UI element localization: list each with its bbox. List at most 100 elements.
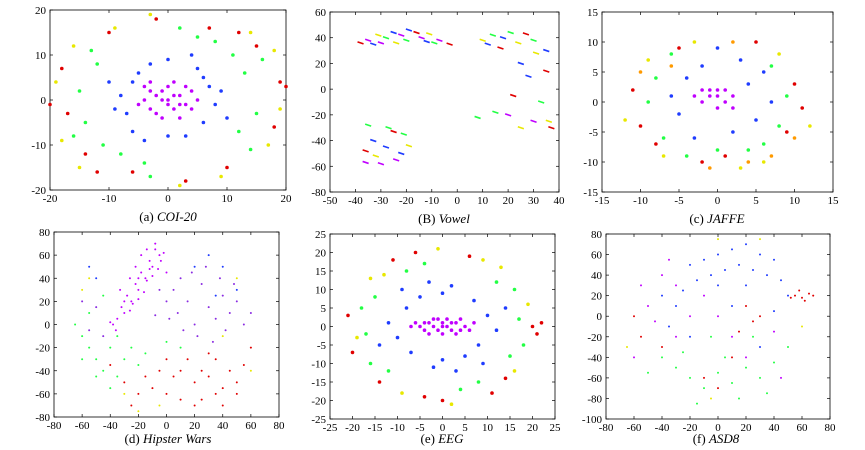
data-point bbox=[638, 70, 643, 74]
data-point bbox=[623, 118, 627, 122]
data-point bbox=[204, 265, 207, 268]
x-tick-label: -40 bbox=[348, 195, 363, 207]
data-point bbox=[530, 119, 537, 124]
data-point bbox=[449, 328, 454, 333]
x-tick-label: 0 bbox=[165, 193, 171, 205]
data-point bbox=[689, 376, 691, 379]
data-point bbox=[404, 306, 409, 310]
data-point bbox=[418, 35, 425, 40]
data-point bbox=[142, 138, 147, 143]
data-point bbox=[219, 89, 223, 93]
data-point bbox=[445, 317, 449, 321]
x-tick-label: -25 bbox=[323, 422, 338, 434]
data-point bbox=[235, 277, 238, 280]
data-point bbox=[142, 98, 147, 102]
data-point bbox=[801, 296, 803, 299]
data-point bbox=[708, 88, 712, 92]
x-tick-label: 10 bbox=[789, 195, 801, 207]
data-point bbox=[81, 300, 84, 303]
x-tick-label: 60 bbox=[797, 422, 809, 434]
data-point bbox=[413, 30, 420, 35]
data-point bbox=[425, 32, 433, 36]
data-point bbox=[60, 138, 64, 143]
data-point bbox=[803, 299, 806, 302]
data-point bbox=[278, 80, 282, 84]
data-point bbox=[390, 129, 397, 134]
data-point bbox=[436, 38, 443, 43]
data-point bbox=[409, 324, 413, 329]
data-point bbox=[766, 274, 768, 277]
data-point bbox=[179, 369, 182, 372]
data-point bbox=[373, 295, 377, 299]
data-point bbox=[112, 323, 115, 326]
data-point bbox=[458, 328, 463, 333]
data-point bbox=[773, 361, 775, 364]
data-point bbox=[692, 136, 697, 140]
data-point bbox=[431, 317, 436, 321]
data-point bbox=[370, 138, 377, 143]
data-point bbox=[485, 313, 490, 318]
data-point bbox=[144, 375, 147, 378]
data-point bbox=[382, 272, 386, 277]
data-point bbox=[708, 94, 712, 98]
data-point bbox=[213, 102, 217, 107]
data-point bbox=[436, 328, 440, 333]
x-tick-label: -80 bbox=[599, 422, 614, 434]
data-point bbox=[225, 116, 229, 120]
x-tick-label: 20 bbox=[189, 420, 201, 432]
data-point bbox=[145, 248, 148, 251]
data-point bbox=[193, 381, 196, 384]
data-point bbox=[123, 381, 126, 384]
data-point bbox=[362, 149, 369, 153]
x-tick-label: -50 bbox=[323, 195, 338, 207]
data-point bbox=[183, 84, 188, 89]
data-point bbox=[708, 166, 712, 170]
data-point bbox=[395, 335, 400, 340]
data-point bbox=[754, 118, 758, 122]
data-point bbox=[221, 404, 224, 407]
data-point bbox=[357, 41, 364, 45]
data-point bbox=[200, 398, 203, 401]
x-tick-label: 20 bbox=[527, 422, 539, 434]
data-point bbox=[700, 100, 704, 104]
data-point bbox=[773, 310, 775, 313]
x-tick-label: 40 bbox=[554, 195, 566, 207]
data-point bbox=[284, 84, 288, 89]
data-point bbox=[176, 311, 179, 314]
data-point bbox=[231, 53, 235, 57]
data-point bbox=[409, 350, 413, 355]
data-point bbox=[454, 321, 458, 325]
data-point bbox=[715, 88, 720, 92]
panel-f-asd8: (f) ASD8 -80 -60 -40 -20 0 20 40 60 80-100-80-60… bbox=[582, 229, 836, 446]
y-tick-label: -25 bbox=[311, 414, 326, 426]
data-point bbox=[422, 261, 427, 266]
data-point bbox=[798, 289, 801, 292]
data-point bbox=[172, 375, 175, 378]
data-point bbox=[193, 265, 196, 268]
data-point bbox=[158, 369, 161, 372]
data-point bbox=[769, 100, 774, 104]
data-point bbox=[696, 279, 698, 282]
data-point bbox=[148, 62, 153, 66]
y-tick-label: 20 bbox=[315, 58, 327, 70]
data-point bbox=[221, 294, 224, 297]
data-point bbox=[377, 380, 382, 384]
data-point bbox=[675, 304, 677, 307]
data-point bbox=[242, 71, 247, 75]
data-point bbox=[800, 106, 804, 110]
data-point bbox=[405, 28, 413, 32]
data-point bbox=[249, 346, 252, 349]
y-tick-label: -80 bbox=[587, 393, 602, 405]
x-tick-label: 40 bbox=[217, 420, 229, 432]
data-point bbox=[166, 98, 170, 102]
data-point bbox=[54, 80, 58, 84]
data-point bbox=[631, 88, 635, 92]
data-point bbox=[154, 248, 157, 251]
data-point bbox=[467, 328, 472, 333]
data-point bbox=[476, 343, 481, 347]
x-tick-label: -10 bbox=[390, 422, 405, 434]
data-point bbox=[777, 124, 781, 128]
data-point bbox=[120, 306, 123, 309]
y-tick-label: -80 bbox=[35, 412, 50, 424]
data-point bbox=[479, 38, 486, 43]
